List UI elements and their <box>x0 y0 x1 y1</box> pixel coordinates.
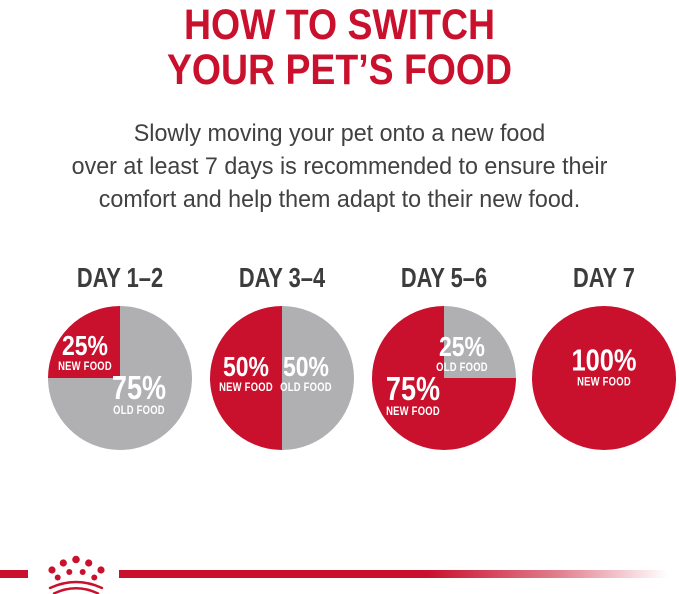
day-label-1-2: DAY 1–2 <box>76 262 164 293</box>
pie-chart-day-7: 100% NEW FOOD <box>532 306 676 450</box>
new-food-percent: 100% <box>571 342 637 378</box>
new-food-slice-label: 50% NEW FOOD <box>219 351 273 395</box>
day-label-5-6: DAY 5–6 <box>400 262 488 293</box>
intro-line-3: comfort and help them adapt to their new… <box>98 186 581 213</box>
new-food-percent: 25% <box>62 330 108 361</box>
new-food-caption: NEW FOOD <box>58 361 112 373</box>
new-food-slice-label: 100% NEW FOOD <box>571 342 637 389</box>
pie-chart-day-5-6: 75% NEW FOOD 25% OLD FOOD <box>372 306 516 450</box>
old-food-caption: OLD FOOD <box>280 382 332 394</box>
page-title: HOW TO SWITCH YOUR PET’S FOOD <box>44 3 635 93</box>
old-food-caption: OLD FOOD <box>113 405 165 417</box>
intro-paragraph: Slowly moving your pet onto a new food o… <box>10 117 669 216</box>
royal-canin-crown-logo-icon <box>48 555 105 594</box>
intro-line-1: Slowly moving your pet onto a new food <box>133 120 546 147</box>
day-label-3-4: DAY 3–4 <box>238 262 326 293</box>
new-food-percent: 75% <box>385 370 441 407</box>
new-food-caption: NEW FOOD <box>386 406 440 418</box>
day-label-7: DAY 7 <box>573 262 635 293</box>
pie-chart-day-1-2: 25% NEW FOOD 75% OLD FOOD <box>48 306 192 450</box>
new-food-caption: NEW FOOD <box>577 376 631 389</box>
new-food-slice-label: 75% NEW FOOD <box>385 370 441 418</box>
old-food-slice-label: 50% OLD FOOD <box>280 351 332 395</box>
new-food-percent: 50% <box>223 351 269 382</box>
footer-rule-right <box>119 570 679 578</box>
old-food-percent: 75% <box>111 369 167 406</box>
old-food-caption: OLD FOOD <box>436 362 488 374</box>
page-title-line-2: YOUR PET’S FOOD <box>166 46 513 94</box>
old-food-percent: 50% <box>283 351 329 382</box>
old-food-slice-label: 25% OLD FOOD <box>436 331 488 375</box>
new-food-slice-label: 25% NEW FOOD <box>58 330 112 374</box>
intro-line-2: over at least 7 days is recommended to e… <box>71 153 608 180</box>
old-food-slice-label: 75% OLD FOOD <box>111 369 167 417</box>
new-food-caption: NEW FOOD <box>219 382 273 394</box>
page-title-line-1: HOW TO SWITCH <box>183 1 496 49</box>
pie-chart-day-3-4: 50% NEW FOOD 50% OLD FOOD <box>210 306 354 450</box>
footer-rule-left <box>0 570 28 578</box>
old-food-percent: 25% <box>439 331 485 362</box>
